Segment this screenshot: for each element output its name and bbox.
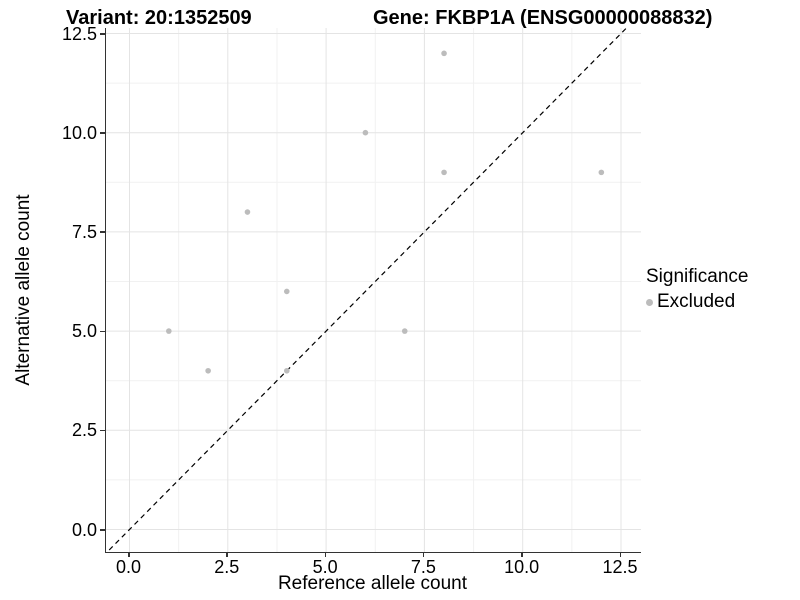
y-tick-label: 0.0 bbox=[71, 519, 97, 540]
y-tick-label: 7.5 bbox=[71, 221, 97, 242]
legend: Significance Excluded bbox=[646, 266, 796, 313]
x-tick-mark bbox=[422, 552, 425, 557]
data-point bbox=[244, 209, 251, 215]
plot-title-gene: Gene: FKBP1A (ENSG00000088832) bbox=[373, 7, 713, 29]
legend-point-icon bbox=[646, 298, 653, 306]
x-tick-mark bbox=[324, 552, 327, 557]
plot-title-variant: Variant: 20:1352509 bbox=[66, 7, 252, 29]
data-point bbox=[283, 288, 290, 295]
y-axis-title: Alternative allele count bbox=[13, 194, 34, 386]
x-tick-label: 0.0 bbox=[115, 557, 142, 577]
y-tick-label: 2.5 bbox=[71, 420, 97, 441]
x-tick-label: 2.5 bbox=[214, 557, 240, 577]
y-tick-mark bbox=[100, 330, 105, 333]
identity-reference-line bbox=[106, 28, 628, 552]
data-point bbox=[362, 129, 369, 136]
data-point bbox=[166, 328, 172, 334]
plot-canvas bbox=[106, 28, 641, 552]
x-tick-label: 10.0 bbox=[504, 557, 540, 577]
x-tick-label: 5.0 bbox=[312, 557, 338, 577]
y-tick-mark bbox=[100, 529, 105, 531]
data-point bbox=[205, 367, 211, 374]
data-point bbox=[441, 169, 447, 176]
x-tick-label: 12.5 bbox=[602, 557, 638, 577]
data-point bbox=[598, 169, 605, 176]
x-tick-mark bbox=[521, 552, 523, 557]
y-tick-mark bbox=[100, 429, 105, 432]
y-tick-mark bbox=[100, 33, 105, 35]
y-tick-mark bbox=[100, 132, 105, 134]
legend-entry-excluded: Excluded bbox=[646, 291, 796, 313]
y-tick-label: 12.5 bbox=[61, 23, 97, 44]
legend-entry-label: Excluded bbox=[657, 291, 736, 312]
y-tick-mark bbox=[100, 231, 105, 233]
y-tick-label: 10.0 bbox=[61, 122, 97, 143]
x-tick-mark bbox=[226, 552, 228, 557]
x-tick-mark bbox=[128, 552, 130, 557]
plot-panel bbox=[105, 28, 641, 553]
legend-title: Significance bbox=[646, 266, 749, 287]
x-tick-label: 7.5 bbox=[410, 557, 436, 577]
x-tick-mark bbox=[619, 552, 621, 557]
data-point bbox=[401, 328, 408, 334]
data-point bbox=[283, 367, 290, 374]
data-point bbox=[441, 50, 447, 57]
x-axis-title: Reference allele count bbox=[277, 573, 468, 594]
y-tick-label: 5.0 bbox=[71, 321, 97, 342]
